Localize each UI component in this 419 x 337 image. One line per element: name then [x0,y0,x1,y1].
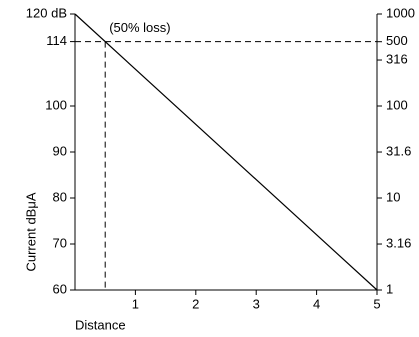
y2-tick-label: 3.16 [386,235,411,250]
x-axis-label: Distance [75,317,126,332]
x-tick-label: 5 [373,296,380,311]
y-tick-label: 100 [45,97,67,112]
y-axis-label: Current dBμA [23,192,38,271]
y-tick-label: 120 dB [26,5,67,20]
y-tick-label: 90 [53,143,67,158]
y2-tick-label: 316 [386,51,408,66]
y2-tick-label: 100 [386,97,408,112]
y2-tick-label: 1000 [386,5,415,20]
y2-tick-label: 10 [386,189,400,204]
y2-tick-label: 500 [386,33,408,48]
y2-tick-label: 31.6 [386,143,411,158]
x-tick-label: 1 [132,296,139,311]
y-tick-label: 80 [53,189,67,204]
x-tick-label: 4 [313,296,320,311]
annotation: (50% loss) [109,20,170,35]
x-tick-label: 2 [192,296,199,311]
y-tick-label: 60 [53,281,67,296]
line [74,13,378,291]
x-tick-label: 3 [253,296,260,311]
y-tick-label: 114 [46,33,67,48]
y-tick-label: 70 [53,235,67,250]
y2-tick-label: 1 [386,281,393,296]
